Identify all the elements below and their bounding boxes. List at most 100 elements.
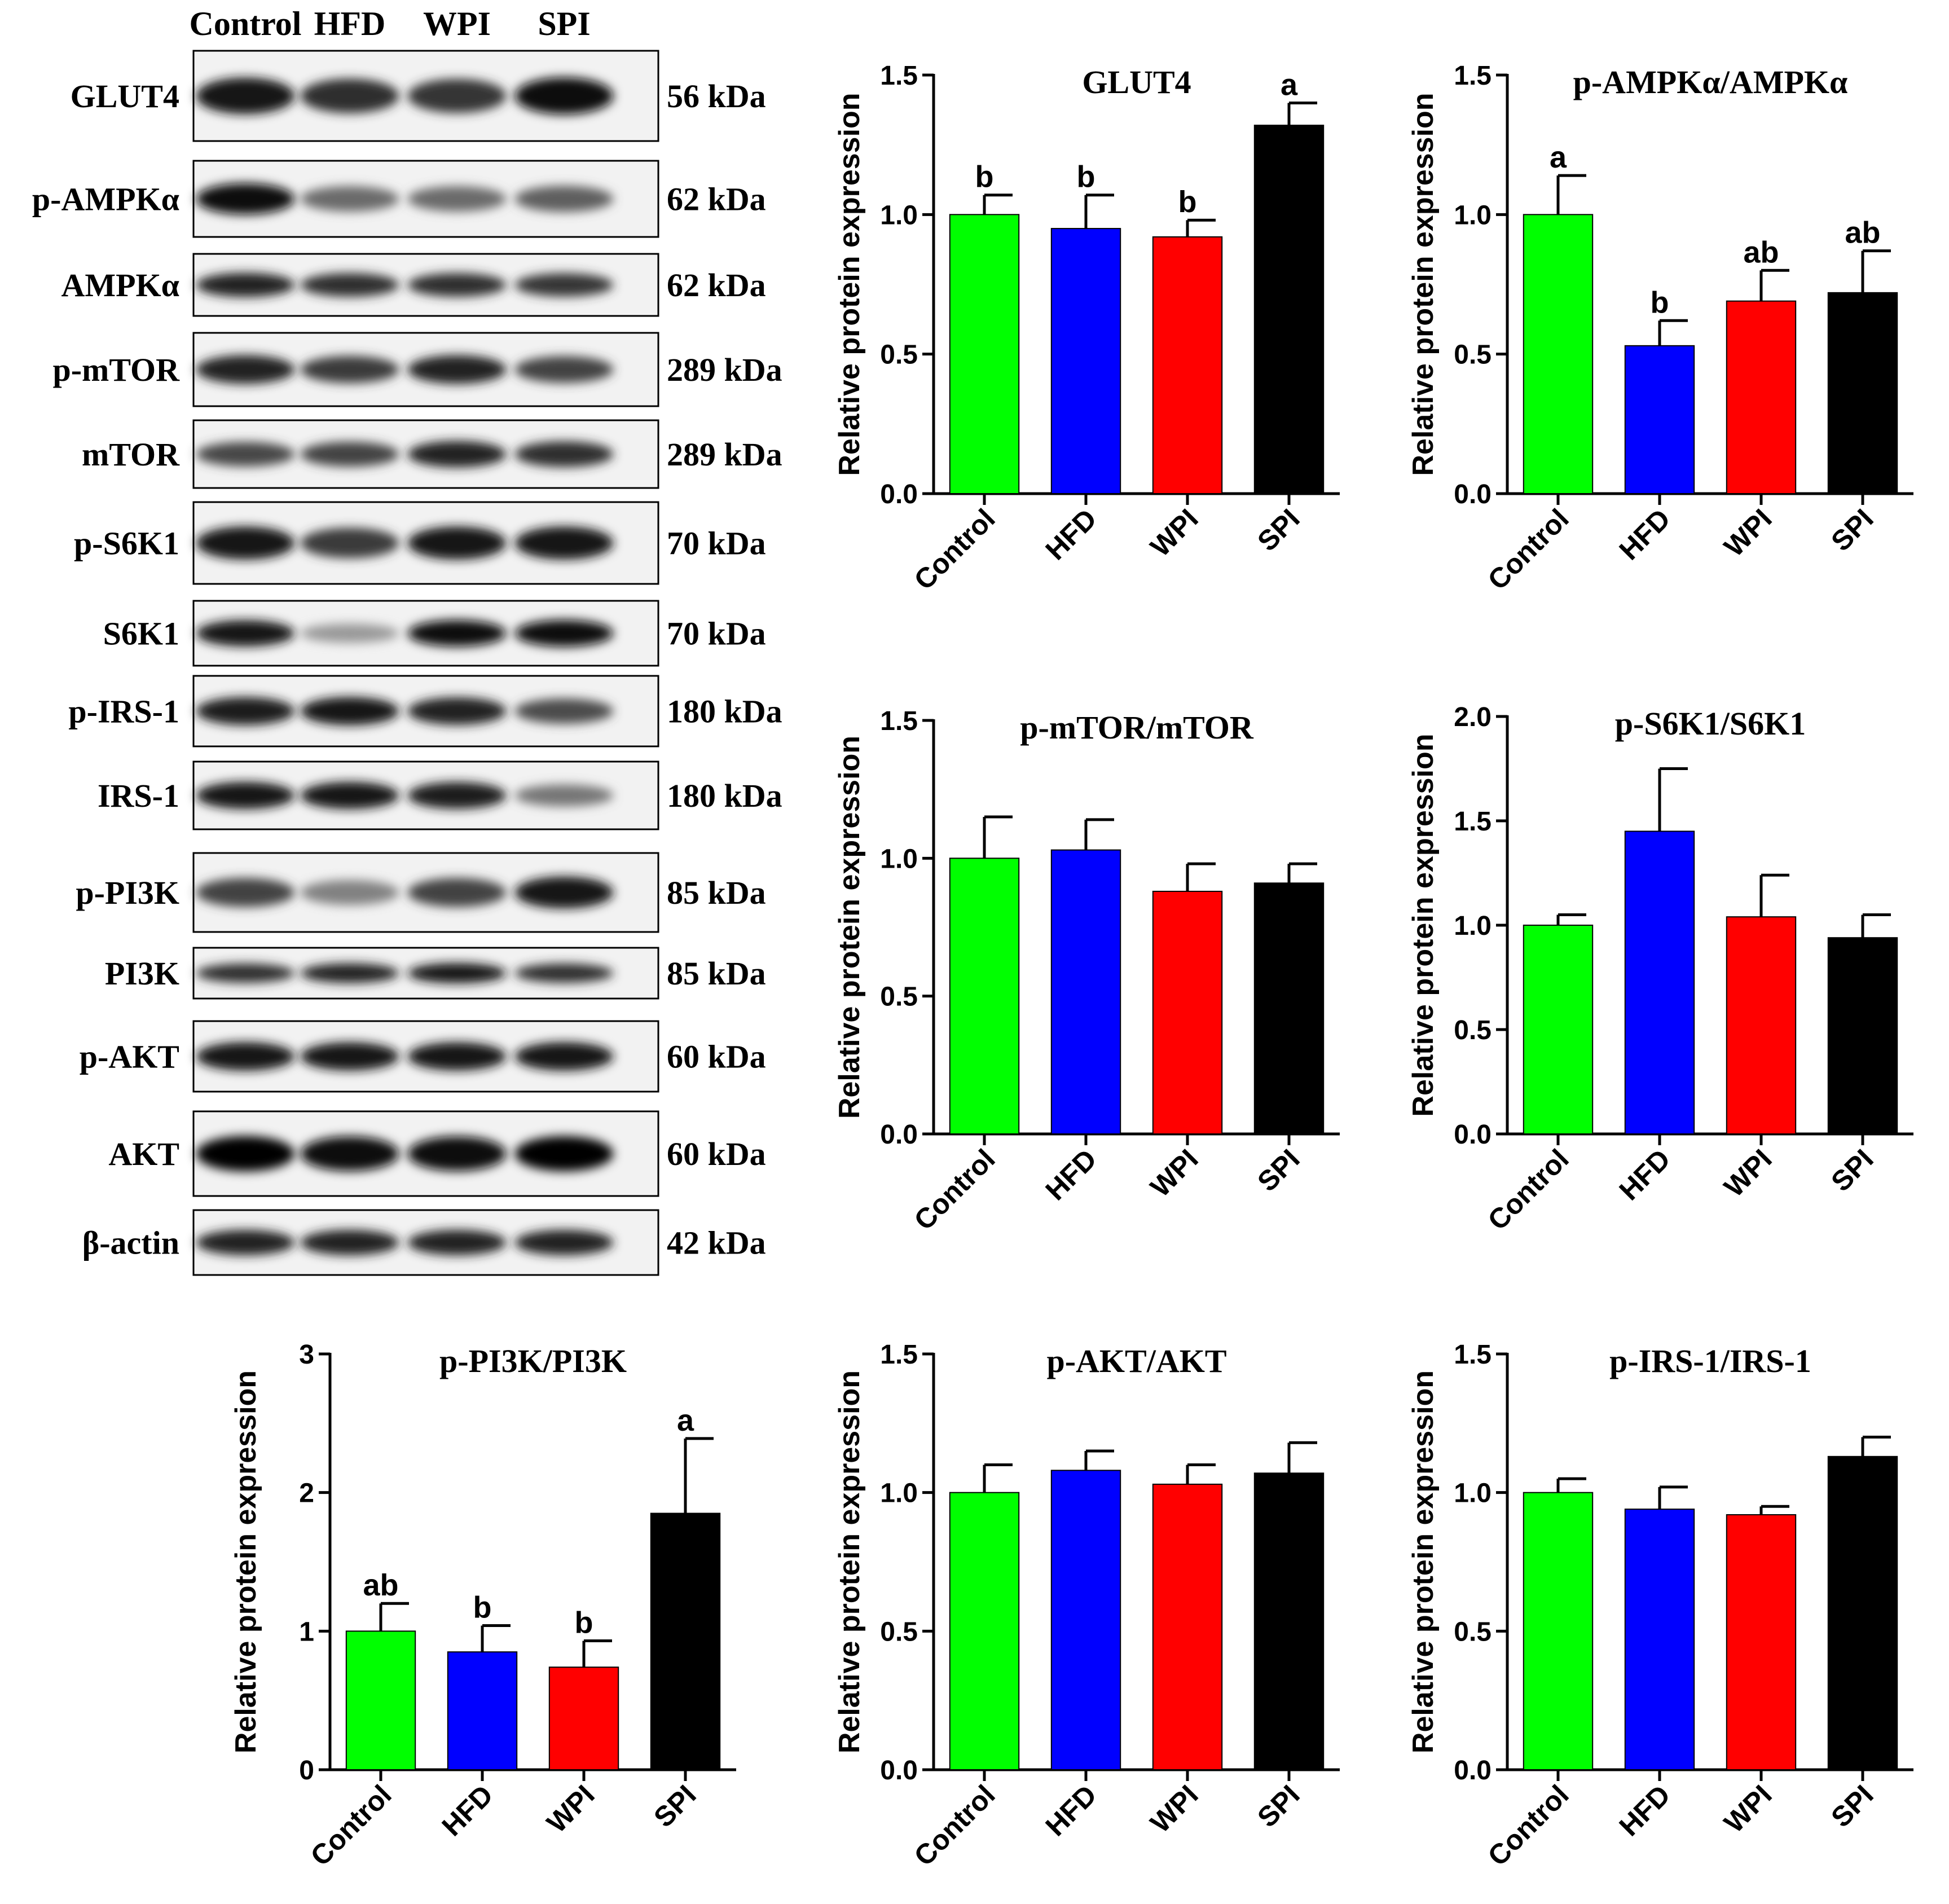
blot-band-spi [514,441,614,467]
blot-mw-label: 62 kDa [667,267,766,304]
blot-band-hfd [300,186,399,212]
blot-row-p-akt: p-AKT 60 kDa [80,1020,766,1093]
bar-spi [1827,292,1898,495]
y-tick-label: 1.5 [880,61,918,91]
chart-glut4: 0.0 0.5 1.0 1.5 Relative protein expression G… [833,61,1340,596]
western-blot-panel: Control HFD WPI SPI GLUT4 56 kDa p-AMPKα 62 kDa… [32,5,782,1276]
blot-band-control [196,963,295,983]
y-tick-label: 1.0 [1454,200,1492,230]
x-tick-label-spi: SPI [1825,503,1880,557]
significance-letter: b [1651,285,1669,319]
bar-wpi [1152,890,1223,1135]
chart-p-pi3k-pi3k: 0 1 2 3 Relative protein expression p-PI3K/PI… [230,1340,736,1872]
blot-row-mtor: mTOR 289 kDa [82,419,782,489]
y-tick-label: 0 [299,1756,314,1786]
y-tick-label: 2.0 [1454,702,1492,732]
blot-lane-label-wpi: WPI [423,5,491,42]
blot-band-hfd [300,78,399,113]
bar-hfd [1050,228,1121,494]
blot-band-hfd [300,697,399,725]
blot-protein-label: p-mTOR [52,351,180,388]
blot-mw-label: 62 kDa [667,181,766,218]
blot-band-control [196,183,295,215]
blot-band-control [196,620,295,647]
chart-title: p-S6K1/S6K1 [1615,705,1806,742]
chart-p-irs-1-irs-1: 0.0 0.5 1.0 1.5 Relative protein expression p… [1407,1340,1913,1872]
bar-spi [1253,1472,1325,1771]
bar-wpi [1152,236,1223,494]
blot-band-control [196,272,295,297]
blot-band-spi [514,77,614,115]
blot-lane-label-spi: SPI [538,5,590,42]
blot-band-spi [514,526,614,560]
significance-letter: ab [1743,235,1779,269]
bar-control [1523,1492,1594,1771]
significance-letter: ab [1845,216,1880,250]
x-tick-label-wpi: WPI [540,1779,600,1839]
blot-protein-label: GLUT4 [71,78,179,115]
blot-band-hfd [300,272,399,297]
y-axis-label: Relative protein expression [1407,1370,1440,1753]
y-tick-label: 0.0 [1454,1120,1492,1150]
blot-protein-label: IRS-1 [98,777,179,814]
blot-band-wpi [407,697,507,725]
blot-band-wpi [407,441,507,468]
y-tick-label: 1.5 [880,1340,918,1370]
x-tick-label-spi: SPI [1825,1143,1880,1198]
blot-protein-label: PI3K [105,955,179,992]
blot-band-wpi [407,355,507,384]
blot-row-s6k1: S6K1 70 kDa [103,600,766,667]
y-axis-label: Relative protein expression [833,736,866,1119]
bar-spi [1827,1456,1898,1770]
significance-letter: b [1178,185,1197,219]
blot-row-ampk: AMPKα 62 kDa [61,253,766,317]
x-tick-label-wpi: WPI [1144,1143,1204,1203]
blot-band-wpi [407,1229,507,1256]
bar-hfd [1624,1509,1695,1771]
y-tick-label: 0.0 [880,1756,918,1786]
y-tick-label: 0.5 [880,340,918,370]
bar-hfd [1050,1470,1121,1771]
chart-title: GLUT4 [1082,64,1191,100]
chart-title: p-PI3K/PI3K [439,1343,627,1379]
chart-title: p-IRS-1/IRS-1 [1609,1343,1811,1379]
blot-band-wpi [407,1136,507,1171]
bar-wpi [1726,300,1797,494]
y-tick-label: 3 [299,1340,314,1370]
y-tick-label: 1.5 [1454,1340,1492,1370]
y-tick-label: 2 [299,1479,314,1509]
blot-band-spi [514,876,614,909]
blot-band-wpi [407,619,507,647]
blot-band-wpi [407,526,507,560]
chart-title: p-mTOR/mTOR [1020,709,1254,746]
x-tick-label-wpi: WPI [1718,1779,1778,1839]
bar-control [949,858,1020,1135]
blot-band-control [196,1042,295,1071]
y-axis-label: Relative protein expression [1407,733,1440,1116]
blot-mw-label: 70 kDa [667,525,766,562]
blot-row-akt: AKT 60 kDa [108,1110,766,1197]
x-tick-label-hfd: HFD [436,1779,499,1842]
x-tick-label-control: Control [1482,1779,1575,1872]
y-tick-label: 1.0 [880,1479,918,1509]
bar-hfd [447,1651,518,1771]
chart-p-akt-akt: 0.0 0.5 1.0 1.5 Relative protein expression p… [833,1340,1340,1872]
x-tick-label-control: Control [908,503,1001,596]
blot-band-hfd [300,1136,399,1171]
bar-control [949,1492,1020,1771]
y-tick-label: 0.0 [880,1120,918,1150]
blot-band-wpi [407,878,507,907]
blot-band-hfd [300,1229,399,1256]
blot-band-control [196,1136,295,1172]
y-tick-label: 0.5 [1454,340,1492,370]
blot-band-control [196,526,295,560]
significance-letter: b [473,1591,492,1625]
blot-mw-label: 60 kDa [667,1039,766,1075]
blot-mw-label: 60 kDa [667,1136,766,1172]
y-tick-label: 1.0 [1454,911,1492,941]
bar-hfd [1624,345,1695,494]
blot-protein-label: S6K1 [103,615,179,652]
blot-band-spi [514,356,614,383]
bar-spi [650,1512,721,1770]
